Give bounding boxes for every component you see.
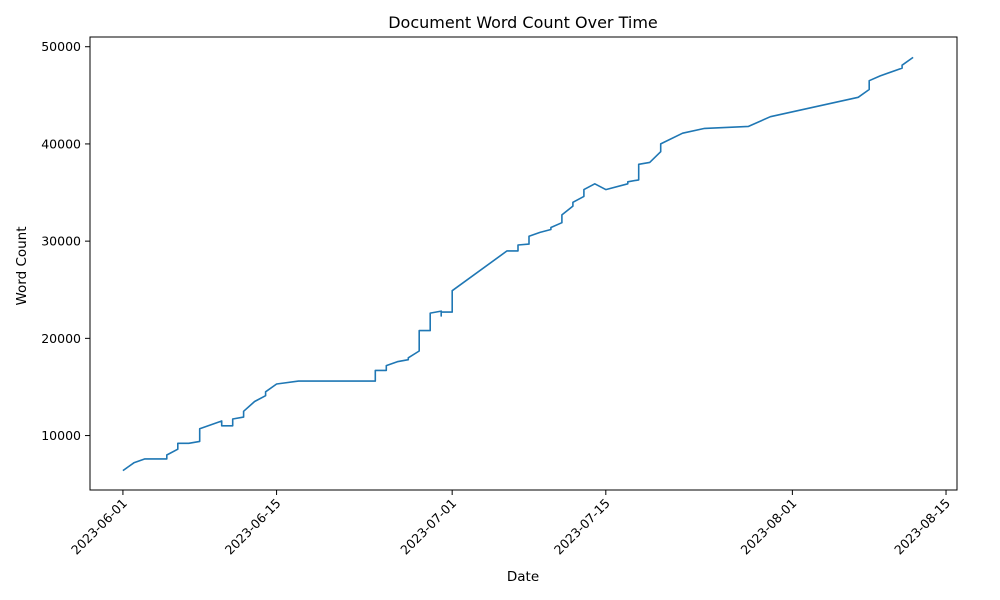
x-tick-label: 2023-08-01 bbox=[738, 496, 800, 558]
x-axis-label: Date bbox=[507, 569, 539, 585]
y-axis: 10000 20000 30000 40000 50000 bbox=[41, 39, 90, 443]
x-axis: 2023-06-01 2023-06-15 2023-07-01 2023-07-15… bbox=[68, 490, 953, 557]
x-tick-label: 2023-07-15 bbox=[551, 496, 613, 558]
y-tick-label: 20000 bbox=[41, 331, 81, 346]
y-tick-label: 50000 bbox=[41, 39, 81, 54]
y-tick-label: 30000 bbox=[41, 234, 81, 249]
x-tick-label: 2023-07-01 bbox=[397, 496, 459, 558]
x-tick-label: 2023-06-01 bbox=[68, 496, 130, 558]
plot-area-frame bbox=[89, 36, 958, 491]
y-tick-label: 10000 bbox=[41, 428, 81, 443]
chart-title: Document Word Count Over Time bbox=[388, 13, 658, 32]
x-tick-label: 2023-06-15 bbox=[222, 496, 284, 558]
series-line bbox=[122, 56, 914, 472]
y-axis-label: Word Count bbox=[14, 226, 30, 305]
x-tick-label: 2023-08-15 bbox=[891, 496, 953, 558]
y-tick-label: 40000 bbox=[41, 136, 81, 151]
